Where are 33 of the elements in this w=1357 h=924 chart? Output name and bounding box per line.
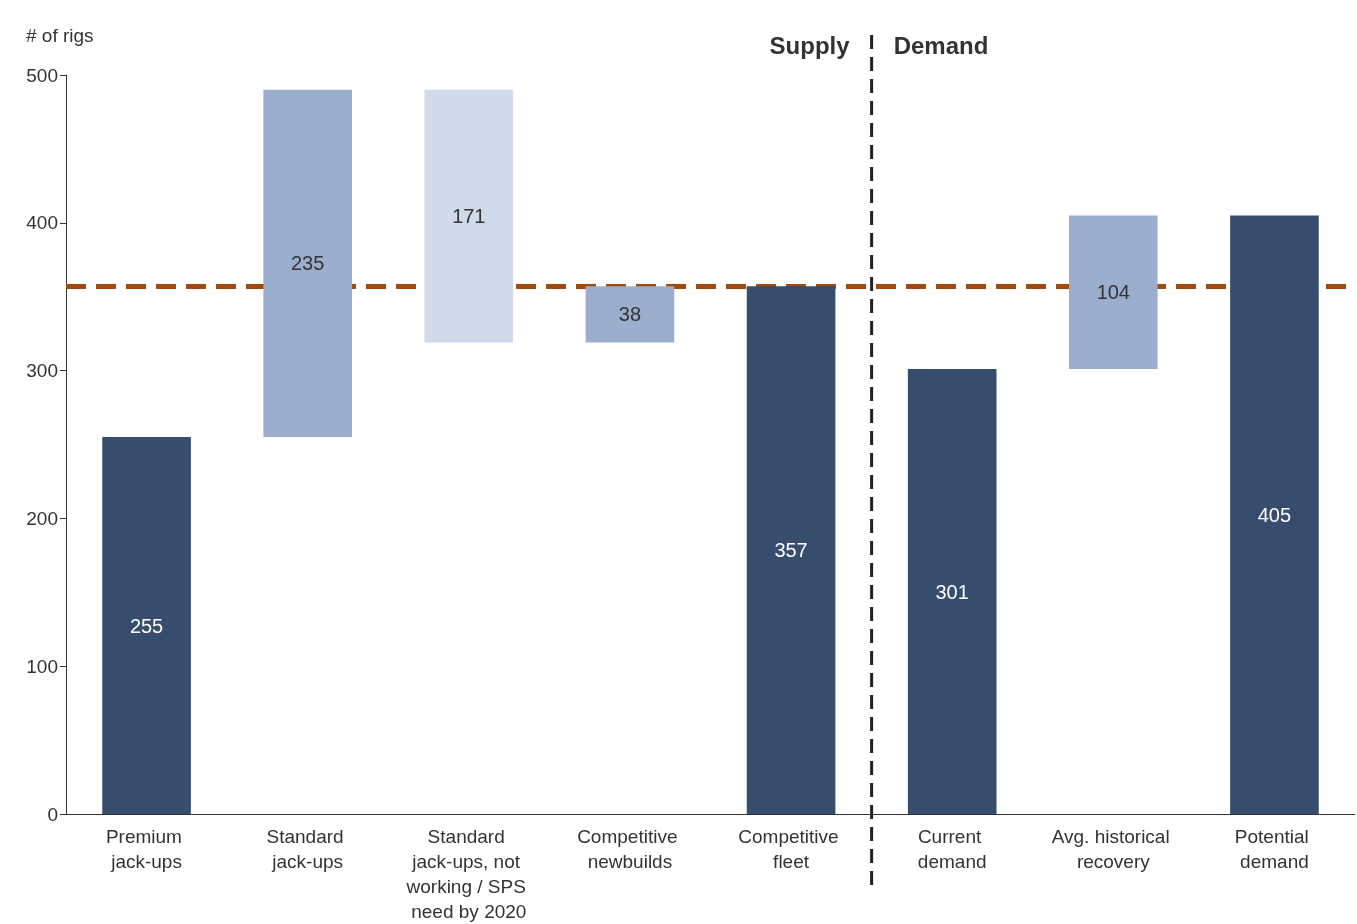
data-label: 38 <box>618 303 642 326</box>
y-tick-label: 400 <box>26 212 58 234</box>
y-axis-title: # of rigs <box>26 25 94 46</box>
y-tick-label: 300 <box>26 360 58 382</box>
x-tick-label: Avg. historical recovery <box>1051 826 1175 872</box>
data-label: 171 <box>452 205 486 228</box>
x-tick-label: Standard jack-ups, not working / SPS need by 2020 <box>405 826 532 922</box>
bar <box>585 286 675 343</box>
x-tick-label: Competitive newbuilds <box>577 826 683 872</box>
x-tick-label: Standard jack-ups <box>266 826 349 872</box>
bar <box>102 437 191 814</box>
y-tick-label: 200 <box>26 507 58 529</box>
data-label: 255 <box>129 614 164 637</box>
bar <box>746 286 836 814</box>
x-tick-label: Premium jack-ups <box>105 826 188 872</box>
x-tick-label: Current demand <box>917 826 987 872</box>
data-label: 301 <box>935 580 969 603</box>
bar <box>907 369 997 814</box>
data-label: 405 <box>1257 503 1292 526</box>
y-tick-label: 0 <box>47 803 58 825</box>
data-label: 104 <box>1096 281 1130 304</box>
bar <box>1069 215 1158 370</box>
data-label: 235 <box>291 252 325 275</box>
data-label: 357 <box>774 539 808 562</box>
text: Supply <box>769 31 851 59</box>
x-tick-label: Potential demand <box>1234 826 1315 872</box>
y-tick-label: 100 <box>26 655 58 677</box>
text: Demand <box>893 31 989 59</box>
bar <box>1230 215 1319 814</box>
x-tick-label: Competitive fleet <box>738 826 844 872</box>
bar <box>424 89 514 343</box>
y-tick-label: 500 <box>26 64 58 86</box>
bar <box>263 89 352 438</box>
